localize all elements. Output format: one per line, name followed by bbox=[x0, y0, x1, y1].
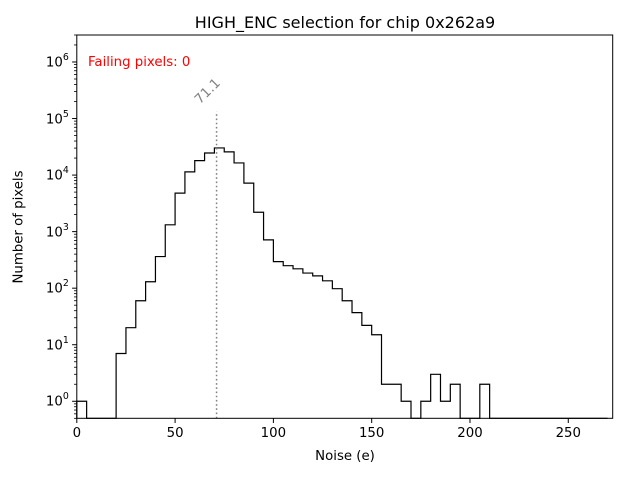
chart-title: HIGH_ENC selection for chip 0x262a9 bbox=[194, 13, 496, 32]
y-tick-label: 100 bbox=[45, 391, 69, 410]
histogram-outline bbox=[76, 147, 608, 419]
y-tick-label: 102 bbox=[45, 278, 69, 297]
y-tick-label: 105 bbox=[45, 108, 69, 127]
x-tick-label: 200 bbox=[457, 426, 483, 442]
axes-frame bbox=[76, 34, 614, 419]
y-tick-label: 103 bbox=[45, 221, 69, 241]
y-tick-label: 106 bbox=[45, 51, 69, 71]
y-tick-label: 104 bbox=[45, 165, 69, 184]
y-axis-label: Number of pixels bbox=[11, 170, 27, 284]
x-tick-label: 100 bbox=[260, 426, 287, 442]
x-tick-label: 150 bbox=[358, 426, 385, 442]
x-tick-label: 0 bbox=[72, 426, 82, 442]
x-tick-label: 50 bbox=[166, 426, 184, 442]
x-tick-label: 250 bbox=[555, 426, 581, 442]
failing-pixels-annotation: Failing pixels: 0 bbox=[88, 55, 191, 70]
x-axis-label: Noise (e) bbox=[315, 449, 375, 464]
y-tick-label: 101 bbox=[45, 334, 69, 354]
